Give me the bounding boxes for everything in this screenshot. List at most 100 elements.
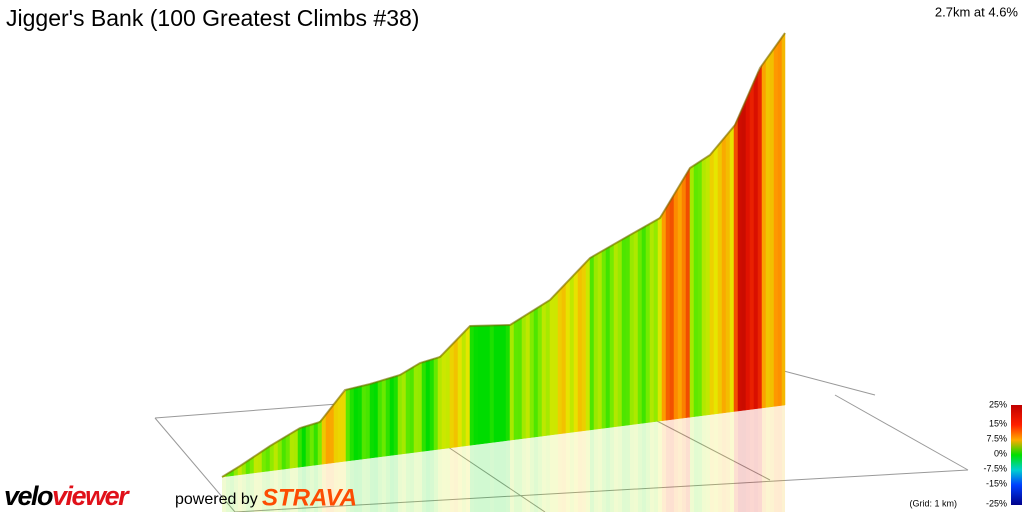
reflection-strip <box>618 425 622 512</box>
profile-strip <box>613 241 619 428</box>
reflection-strip <box>598 428 602 512</box>
reflection-strip <box>738 410 742 512</box>
reflection-strip <box>774 405 778 512</box>
legend-label: -7.5% <box>983 463 1007 473</box>
reflection-strip <box>698 415 702 512</box>
reflection-strip <box>374 457 378 512</box>
reflection-strip <box>778 405 782 512</box>
reflection-strip <box>254 472 258 512</box>
summary: 2.7km at 4.6% <box>935 4 1019 19</box>
reflection-strip <box>654 421 658 512</box>
profile-strip <box>593 252 599 430</box>
reflection-strip <box>650 421 654 512</box>
profile-strip <box>777 36 783 407</box>
reflection-strip <box>506 440 510 512</box>
profile-strip <box>493 325 499 443</box>
profile-strip <box>265 445 271 472</box>
profile-strip <box>605 246 611 429</box>
reflection-strip <box>538 436 542 512</box>
reflection-strip <box>754 408 758 512</box>
reflection-strip <box>390 455 394 512</box>
reflection-strip <box>610 426 614 512</box>
profile-strip <box>341 389 347 462</box>
reflection-strip <box>582 430 586 512</box>
profile-strip <box>329 403 335 464</box>
profile-strip <box>589 255 595 431</box>
profile-strip <box>425 359 431 452</box>
profile-strip <box>261 448 267 473</box>
profile-strip <box>781 32 786 406</box>
profile-strip <box>501 324 507 442</box>
reflection-strip <box>726 412 730 512</box>
profile-strip <box>333 398 339 463</box>
reflection-strip <box>326 463 330 512</box>
reflection-strip <box>386 455 390 512</box>
reflection-strip <box>602 427 606 512</box>
reflection-strip <box>314 464 318 512</box>
profile-strip <box>289 431 295 469</box>
reflection-strip <box>694 416 698 512</box>
profile-strip <box>533 307 539 438</box>
reflection-strip <box>558 433 562 512</box>
reflection-strip <box>434 449 438 512</box>
profile-strip <box>509 322 515 441</box>
profile-strip <box>293 428 299 469</box>
profile-strip <box>365 383 371 459</box>
profile-strip <box>549 295 555 436</box>
profile-strip <box>681 173 687 419</box>
reflection-strip <box>682 417 686 512</box>
profile-strip <box>761 58 767 409</box>
profile-strip <box>565 278 571 434</box>
reflection-strip <box>714 413 718 512</box>
reflection-strip <box>466 445 470 512</box>
reflection-strip <box>766 406 770 512</box>
reflection-strip <box>250 472 254 512</box>
legend-label: -25% <box>986 498 1007 508</box>
reflection-strip <box>734 411 738 512</box>
reflection-strip <box>282 468 286 512</box>
profile-strip <box>469 325 475 446</box>
profile-strip <box>773 42 779 407</box>
profile-strip <box>617 239 623 427</box>
reflection-strip <box>746 409 750 512</box>
profile-strip <box>745 90 751 411</box>
profile-strip <box>305 424 311 467</box>
profile-strip <box>353 386 359 461</box>
profile-strip <box>269 443 275 472</box>
profile-strip <box>729 125 735 413</box>
profile-strip <box>377 380 383 458</box>
reflection-strip <box>302 466 306 512</box>
reflection-strip <box>338 461 342 512</box>
reflection-strip <box>458 446 462 512</box>
reflection-strip <box>382 456 386 512</box>
profile-strip <box>709 149 715 415</box>
reflection-strip <box>230 475 234 512</box>
reflection-strip <box>642 422 646 512</box>
profile-strip <box>405 368 411 454</box>
reflection-strip <box>638 423 642 512</box>
reflection-strip <box>394 454 398 512</box>
reflection-strip <box>310 465 314 512</box>
reflection-strip <box>510 439 514 512</box>
reflection-strip <box>226 475 230 512</box>
reflection-strip <box>294 467 298 512</box>
profile-strip <box>741 99 747 411</box>
profile-strip <box>413 363 419 453</box>
profile-strip <box>285 433 291 470</box>
profile-strip <box>325 408 331 464</box>
reflection-strip <box>498 441 502 512</box>
reflection-strip <box>378 456 382 512</box>
reflection-strip <box>290 467 294 512</box>
profile-strip <box>449 341 455 449</box>
reflection-strip <box>442 448 446 512</box>
reflection-strip <box>286 468 290 512</box>
profile-strip <box>769 47 775 408</box>
reflection-strip <box>630 424 634 512</box>
profile-strip <box>277 438 283 471</box>
profile-strip <box>397 373 403 455</box>
reflection-strip <box>342 461 346 512</box>
grid-line <box>154 417 236 512</box>
reflection-strip <box>298 466 302 512</box>
profile-strip <box>693 162 699 417</box>
reflection-strip <box>626 424 630 512</box>
